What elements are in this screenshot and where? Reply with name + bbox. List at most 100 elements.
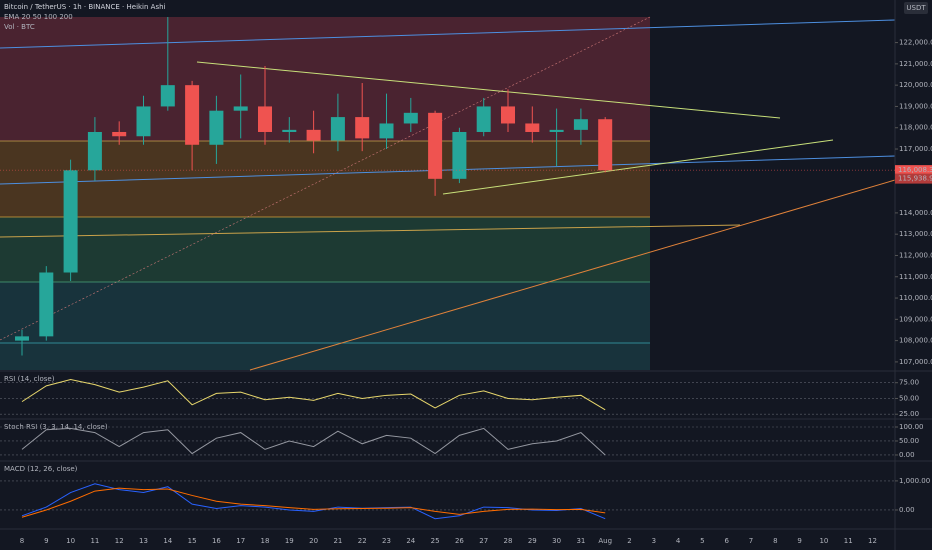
- x-tick-label: 4: [676, 537, 681, 545]
- y-tick-label: 100.00: [899, 423, 924, 431]
- symbol-title: Bitcoin / TetherUS · 1h · BINANCE · Heik…: [4, 3, 166, 11]
- x-tick-label: 8: [20, 537, 24, 545]
- x-tick-label: 31: [576, 537, 585, 545]
- x-tick-label: 18: [261, 537, 270, 545]
- x-tick-label: 22: [358, 537, 367, 545]
- y-tick-label: 119,000.00: [899, 102, 932, 110]
- indicator-line: [21, 427, 606, 456]
- zone-teal: [0, 282, 650, 370]
- candle-body: [379, 123, 394, 139]
- volume-label: Vol · BTC: [4, 23, 35, 31]
- trend-line: [0, 16, 651, 341]
- candle-body: [403, 112, 418, 124]
- x-tick-label: 16: [212, 537, 221, 545]
- x-tick-label: 9: [797, 537, 801, 545]
- x-tick-label: 2: [627, 537, 631, 545]
- candle-body: [476, 106, 491, 132]
- prev-price-box: [895, 173, 932, 184]
- candle-body: [282, 129, 297, 132]
- y-tick-label: 0.00: [899, 506, 915, 514]
- x-tick-label: 14: [163, 537, 172, 545]
- candle-body: [209, 110, 224, 145]
- x-tick-label: 25: [431, 537, 440, 545]
- x-tick-label: 3: [652, 537, 656, 545]
- y-tick-label: 121,000.00: [899, 60, 932, 68]
- stoch-title: Stoch RSI (3, 3, 14, 14, close): [4, 423, 108, 431]
- candle-body: [87, 131, 102, 171]
- x-tick-label: 10: [819, 537, 828, 545]
- x-tick-label: 11: [90, 537, 99, 545]
- y-tick-label: 1,000.00: [899, 477, 930, 485]
- candle-body: [573, 119, 588, 130]
- y-tick-label: 0.00: [899, 451, 915, 459]
- x-tick-label: 21: [333, 537, 342, 545]
- candle-body: [112, 131, 127, 137]
- y-tick-label: 120,000.00: [899, 81, 932, 89]
- candle-body: [549, 129, 564, 132]
- candle-body: [258, 106, 272, 132]
- x-tick-label: 29: [528, 537, 537, 545]
- candle-body: [428, 112, 443, 179]
- zone-orange: [0, 141, 650, 217]
- y-tick-label: 50.00: [899, 394, 919, 402]
- y-tick-label: 75.00: [899, 379, 919, 387]
- trend-line: [196, 61, 781, 119]
- y-tick-label: 50.00: [899, 437, 919, 445]
- x-tick-label: 27: [479, 537, 488, 545]
- y-tick-label: 114,000.00: [899, 209, 932, 217]
- y-tick-label: 117,000.00: [899, 145, 932, 153]
- x-tick-label: 15: [188, 537, 197, 545]
- rsi-title: RSI (14, close): [4, 375, 55, 383]
- x-tick-label: 9: [44, 537, 48, 545]
- y-tick-label: 109,000.00: [899, 315, 932, 323]
- ema-label: EMA 20 50 100 200: [4, 13, 73, 21]
- candle-body: [39, 272, 54, 337]
- currency-box[interactable]: [904, 2, 928, 14]
- candle-body: [525, 123, 540, 132]
- indicator-line: [21, 379, 606, 411]
- y-tick-label: 112,000.00: [899, 251, 932, 259]
- x-tick-label: 12: [868, 537, 877, 545]
- trend-line: [249, 179, 896, 371]
- candle-body: [160, 85, 175, 107]
- y-tick-label: 110,000.00: [899, 294, 932, 302]
- y-tick-label: 122,000.00: [899, 39, 932, 47]
- y-tick-label: 108,000.00: [899, 337, 932, 345]
- x-tick-label: 12: [115, 537, 124, 545]
- candle-body: [233, 106, 248, 111]
- x-tick-label: 26: [455, 537, 464, 545]
- zone-red: [0, 17, 650, 141]
- candle-body: [306, 129, 321, 141]
- x-tick-label: 28: [504, 537, 513, 545]
- trend-line: [0, 19, 896, 49]
- x-tick-label: 24: [406, 537, 415, 545]
- x-tick-label: 5: [700, 537, 704, 545]
- x-tick-label: 6: [724, 537, 729, 545]
- currency[interactable]: USDT: [906, 4, 926, 12]
- y-tick-label: 111,000.00: [899, 273, 932, 281]
- macd-title: MACD (12, 26, close): [4, 465, 78, 473]
- candle-body: [355, 117, 370, 139]
- candle-body: [330, 117, 345, 141]
- candle-body: [185, 85, 200, 145]
- x-tick-label: Aug: [598, 537, 612, 545]
- x-tick-label: 11: [844, 537, 853, 545]
- candle-body: [63, 170, 78, 273]
- trend-line: [0, 224, 741, 238]
- y-tick-label: 107,000.00: [899, 358, 932, 366]
- x-tick-label: 10: [66, 537, 75, 545]
- y-tick-label: 113,000.00: [899, 230, 932, 238]
- candle-body: [598, 119, 613, 171]
- x-tick-label: 19: [285, 537, 294, 545]
- x-tick-label: 8: [773, 537, 777, 545]
- candle-body: [15, 336, 29, 341]
- x-tick-label: 13: [139, 537, 148, 545]
- zone-green: [0, 217, 650, 282]
- indicator-line: [21, 487, 606, 518]
- indicator-line: [21, 483, 606, 520]
- x-tick-label: 7: [749, 537, 753, 545]
- y-tick-label: 25.00: [899, 410, 919, 418]
- candle-body: [136, 106, 151, 137]
